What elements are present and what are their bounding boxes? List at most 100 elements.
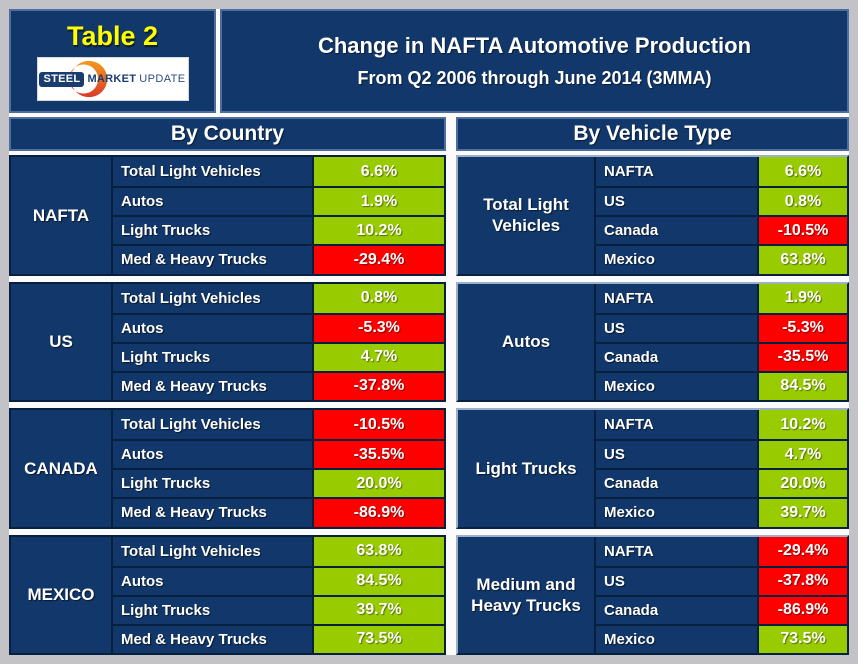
row-label: Med & Heavy Trucks [113, 623, 312, 653]
by-vehicle-type-header: By Vehicle Type [456, 117, 849, 151]
row-label: Med & Heavy Trucks [113, 244, 312, 273]
row-label: Autos [113, 186, 312, 215]
row-label: Canada [596, 215, 757, 244]
row-label: Autos [113, 439, 312, 468]
row-value: -10.5% [312, 410, 444, 440]
row-label: Autos [113, 565, 312, 595]
row-value: 39.7% [757, 497, 847, 527]
by-vehicle-type-blocks: Total Light Vehicles NAFTA 6.6% US 0.8% Canad… [456, 155, 849, 655]
row-value: 1.9% [757, 283, 847, 313]
row-value: 10.2% [757, 410, 847, 440]
page-subtitle: From Q2 2006 through June 2014 (3MMA) [357, 68, 712, 88]
row-label: Canada [596, 341, 757, 371]
row-label: Canada [596, 468, 757, 497]
row-value: -5.3% [312, 312, 444, 342]
row-label: Canada [596, 594, 757, 624]
row-value: -37.8% [312, 370, 444, 400]
logo-text: STEEL MARKET UPDATE [38, 58, 188, 100]
row-value: 73.5% [757, 623, 847, 653]
by-country-header: By Country [9, 117, 446, 151]
row-value: 10.2% [312, 215, 444, 245]
tables-area: By Country NAFTA Total Light Vehicles 6.6%… [9, 117, 849, 655]
row-label: Light Trucks [113, 341, 312, 371]
row-value: -29.4% [757, 536, 847, 566]
country-block-nafta: NAFTA Total Light Vehicles 6.6% Autos 1.9% Li… [9, 155, 446, 276]
row-value: -35.5% [757, 341, 847, 371]
row-label: Mexico [596, 497, 757, 526]
row-value: 84.5% [312, 565, 444, 595]
logo-word-steel: STEEL [39, 71, 85, 87]
table-frame: Table 2 STEEL MARKET [9, 9, 849, 655]
logo-word-market: MARKET [87, 73, 137, 85]
row-value: -37.8% [757, 565, 847, 595]
row-label: Total Light Vehicles [121, 289, 261, 307]
row-value: -29.4% [312, 244, 444, 274]
row-label: US [596, 565, 757, 595]
row-label: Light Trucks [113, 594, 312, 624]
row-value: 84.5% [757, 370, 847, 400]
by-vehicle-type-table: By Vehicle Type Total Light Vehicles NAFT… [456, 117, 849, 655]
header-title-cell: Change in NAFTA Automotive Production Fr… [220, 9, 849, 113]
row-value: 39.7% [312, 594, 444, 624]
vehicle-block-total-light-vehicles: Total Light Vehicles NAFTA 6.6% US 0.8% Canad… [456, 155, 849, 276]
country-block-canada: CANADA Total Light Vehicles -10.5% Autos -35… [9, 408, 446, 529]
group-label: US [11, 283, 113, 400]
row-label: Light Trucks [113, 468, 312, 497]
row-value: 0.8% [757, 186, 847, 216]
vehicle-block-medium-and-heavy-trucks: Medium and Heavy Trucks NAFTA -29.4% US -37.… [456, 534, 849, 655]
group-label: NAFTA [11, 157, 113, 274]
row-label: Total Light Vehicles [121, 542, 261, 560]
row-label: US [596, 439, 757, 468]
logo-swoosh-icon [69, 60, 107, 98]
group-label: MEXICO [11, 536, 113, 653]
row-value: 20.0% [757, 468, 847, 498]
country-block-mexico: MEXICO Total Light Vehicles 63.8% Autos 84.5… [9, 534, 446, 655]
logo-word-update: UPDATE [139, 73, 186, 85]
row-value: -86.9% [757, 594, 847, 624]
row-label: Med & Heavy Trucks [113, 370, 312, 400]
row-value: 0.8% [312, 283, 444, 313]
row-label: NAFTA [604, 416, 654, 434]
row-label: Total Light Vehicles [121, 416, 261, 434]
row-value: -86.9% [312, 497, 444, 527]
row-value: 73.5% [312, 623, 444, 653]
header-left-cell: Table 2 STEEL MARKET [9, 9, 216, 113]
group-label: CANADA [11, 410, 113, 527]
header-band: Table 2 STEEL MARKET [9, 9, 849, 113]
row-value: -35.5% [312, 439, 444, 469]
country-block-us: US Total Light Vehicles 0.8% Autos -5.3% Ligh… [9, 281, 446, 402]
row-value: 4.7% [757, 439, 847, 469]
row-value: 63.8% [312, 536, 444, 566]
page-title: Change in NAFTA Automotive Production [317, 33, 752, 58]
table-number-label: Table 2 [66, 21, 159, 51]
group-label: Autos [458, 283, 596, 400]
row-label: Light Trucks [113, 215, 312, 244]
row-value: -5.3% [757, 312, 847, 342]
row-value: 63.8% [757, 244, 847, 274]
row-label: Mexico [596, 623, 757, 653]
row-label: Mexico [596, 370, 757, 400]
group-label: Medium and Heavy Trucks [458, 536, 596, 653]
row-value: 1.9% [312, 186, 444, 216]
row-label: Med & Heavy Trucks [113, 497, 312, 526]
group-label: Light Trucks [458, 410, 596, 527]
row-label: NAFTA [604, 289, 654, 307]
row-label: US [596, 186, 757, 215]
group-label: Total Light Vehicles [458, 157, 596, 274]
vehicle-block-autos: Autos NAFTA 1.9% US -5.3% Canada -35.5% Mexico 8… [456, 281, 849, 402]
row-label: NAFTA [604, 163, 654, 181]
row-label: US [596, 312, 757, 342]
row-label: NAFTA [604, 542, 654, 560]
row-label: Autos [113, 312, 312, 342]
row-value: -10.5% [757, 215, 847, 245]
row-value: 4.7% [312, 341, 444, 371]
row-label: Mexico [596, 244, 757, 273]
vehicle-block-light-trucks: Light Trucks NAFTA 10.2% US 4.7% Canada 20.0% M… [456, 408, 849, 529]
steel-market-update-logo: STEEL MARKET UPDATE [36, 57, 189, 101]
row-value: 6.6% [312, 157, 444, 187]
by-country-blocks: NAFTA Total Light Vehicles 6.6% Autos 1.9% Li… [9, 155, 446, 655]
row-value: 6.6% [757, 157, 847, 187]
row-label: Total Light Vehicles [121, 163, 261, 181]
row-value: 20.0% [312, 468, 444, 498]
